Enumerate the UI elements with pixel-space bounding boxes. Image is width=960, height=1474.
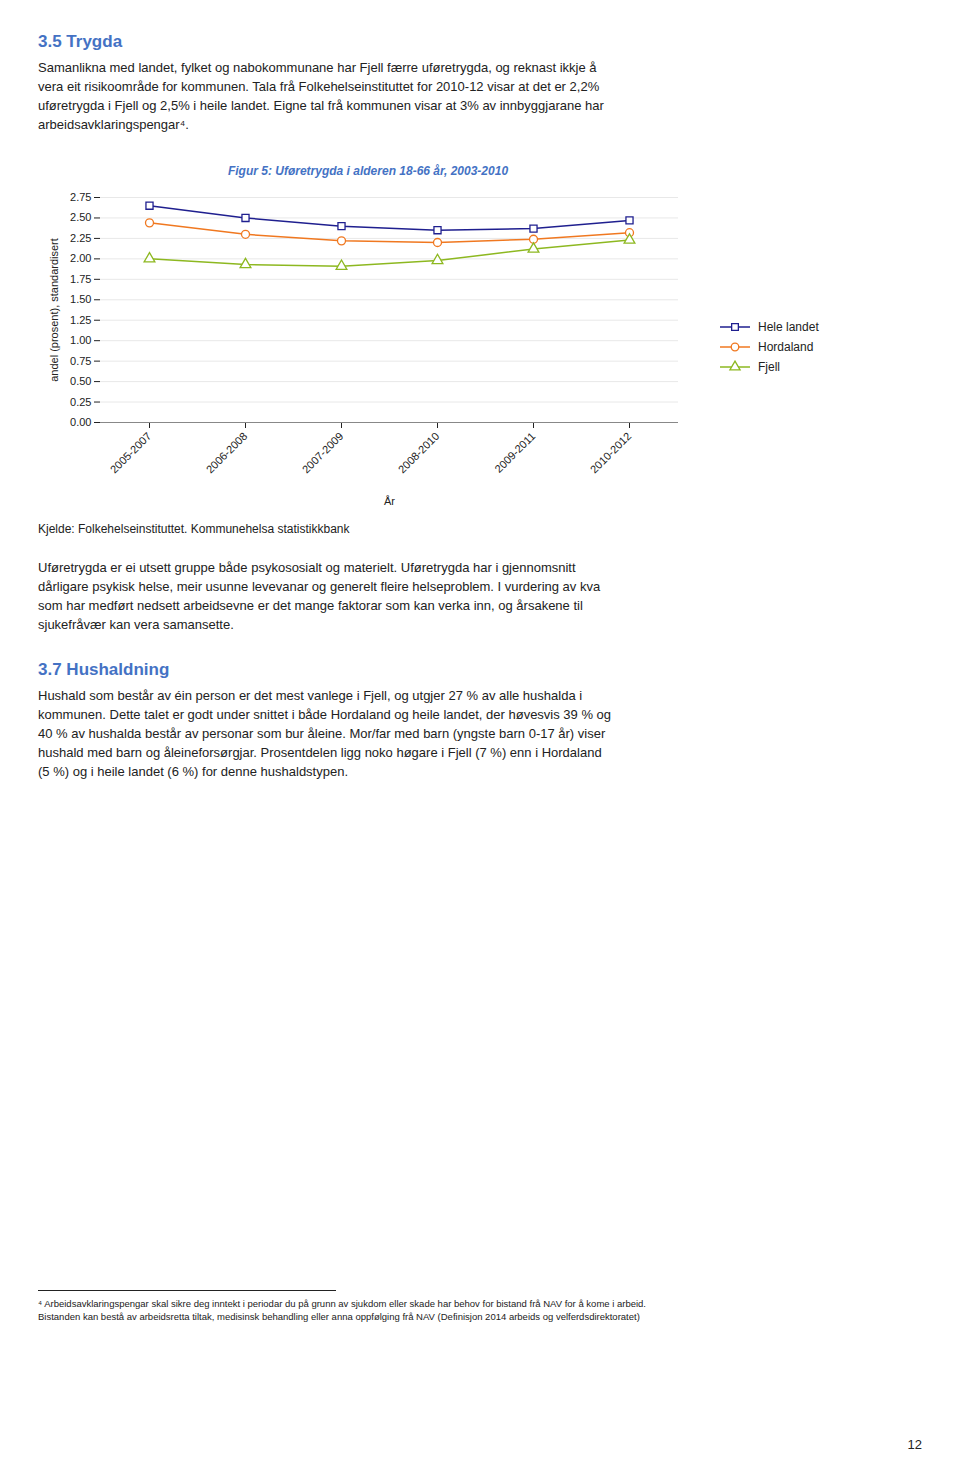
html-text:Figur 5: Uføretrygda i alderen: Figur 5: Uføretrygda i alderen 18-66 år,… — [227, 164, 509, 178]
svg-text:0.25: 0.25 — [70, 396, 91, 408]
html-text:3.5 Trygda: 3.5 Trygda — [38, 32, 123, 51]
svg-text:1.50: 1.50 — [70, 293, 91, 305]
html-text:Hushald som består av éin pers: Hushald som består av éin person er det … — [38, 688, 583, 703]
html-text:dårligare psykisk helse, meir: dårligare psykisk helse, meir usunne lev… — [38, 579, 601, 594]
svg-text:2.25: 2.25 — [70, 232, 91, 244]
html-text:Hele landet: Hele landet — [758, 320, 819, 334]
html-text:Kjelde: Folkehelseinstituttet.: Kjelde: Folkehelseinstituttet. Kommunehe… — [38, 522, 350, 536]
html-text:⁴ Arbeidsavklaringspengar skal: ⁴ Arbeidsavklaringspengar skal sikre deg… — [38, 1298, 646, 1309]
svg-text:2009-2011: 2009-2011 — [492, 430, 537, 475]
svg-text:1.75: 1.75 — [70, 273, 91, 285]
html-text:(5 %) og i heile landet (6 %): (5 %) og i heile landet (6 %) for denne … — [38, 764, 348, 779]
html-text:Uføretrygda er ei utsett grupp: Uføretrygda er ei utsett gruppe både psy… — [38, 560, 576, 575]
html-text:12: 12 — [907, 1437, 922, 1452]
svg-text:2007-2009: 2007-2009 — [300, 430, 346, 476]
svg-text:2005-2007: 2005-2007 — [108, 430, 154, 476]
html-text:Samanlikna med landet, fylket: Samanlikna med landet, fylket og nabokom… — [38, 60, 597, 75]
html-text:hushald med barn og åleinefors: hushald med barn og åleineforsørgjar. Pr… — [38, 745, 602, 760]
html-text:arbeidsavklaringspengar⁴.: arbeidsavklaringspengar⁴. — [38, 117, 189, 132]
svg-text:0.75: 0.75 — [70, 355, 91, 367]
svg-text:2.50: 2.50 — [70, 211, 91, 223]
html-text:40 % av hushalda består av per: 40 % av hushalda består av personar som … — [38, 726, 606, 741]
html-text:3.7 Hushaldning: 3.7 Hushaldning — [38, 660, 170, 679]
html-text:vera eit risikoområde for komm: vera eit risikoområde for kommunen. Tala… — [38, 79, 600, 94]
svg-text:2.00: 2.00 — [70, 252, 91, 264]
svg-text:1.00: 1.00 — [70, 334, 91, 346]
html-text:sjukefråvær kan vera samansett: sjukefråvær kan vera samansette. — [38, 617, 234, 632]
svg-text:2008-2010: 2008-2010 — [396, 430, 442, 476]
svg-text:0.00: 0.00 — [70, 416, 91, 428]
html-text:Hordaland: Hordaland — [758, 340, 814, 354]
html-text:uføretrygda i Fjell og 2,5% i: uføretrygda i Fjell og 2,5% i heile land… — [38, 98, 604, 113]
svg-text:2006-2008: 2006-2008 — [204, 430, 250, 476]
svg-text:0.50: 0.50 — [70, 375, 91, 387]
svg-text:2.75: 2.75 — [70, 191, 91, 203]
svg-text:1.25: 1.25 — [70, 314, 91, 326]
svg-text:2010-2012: 2010-2012 — [588, 430, 634, 476]
svg-text:År: År — [384, 495, 395, 507]
html-text:Fjell: Fjell — [758, 360, 780, 374]
svg-text:andel (prosent), standardisert: andel (prosent), standardisert — [48, 238, 60, 382]
html-text:Bistanden kan bestå av arbeids: Bistanden kan bestå av arbeidsretta tilt… — [38, 1311, 640, 1322]
html-text:kommunen. Dette talet er godt: kommunen. Dette talet er godt under snit… — [38, 707, 612, 722]
html-text:som har medført nedsett arbeid: som har medført nedsett arbeidsevne er d… — [38, 598, 583, 613]
